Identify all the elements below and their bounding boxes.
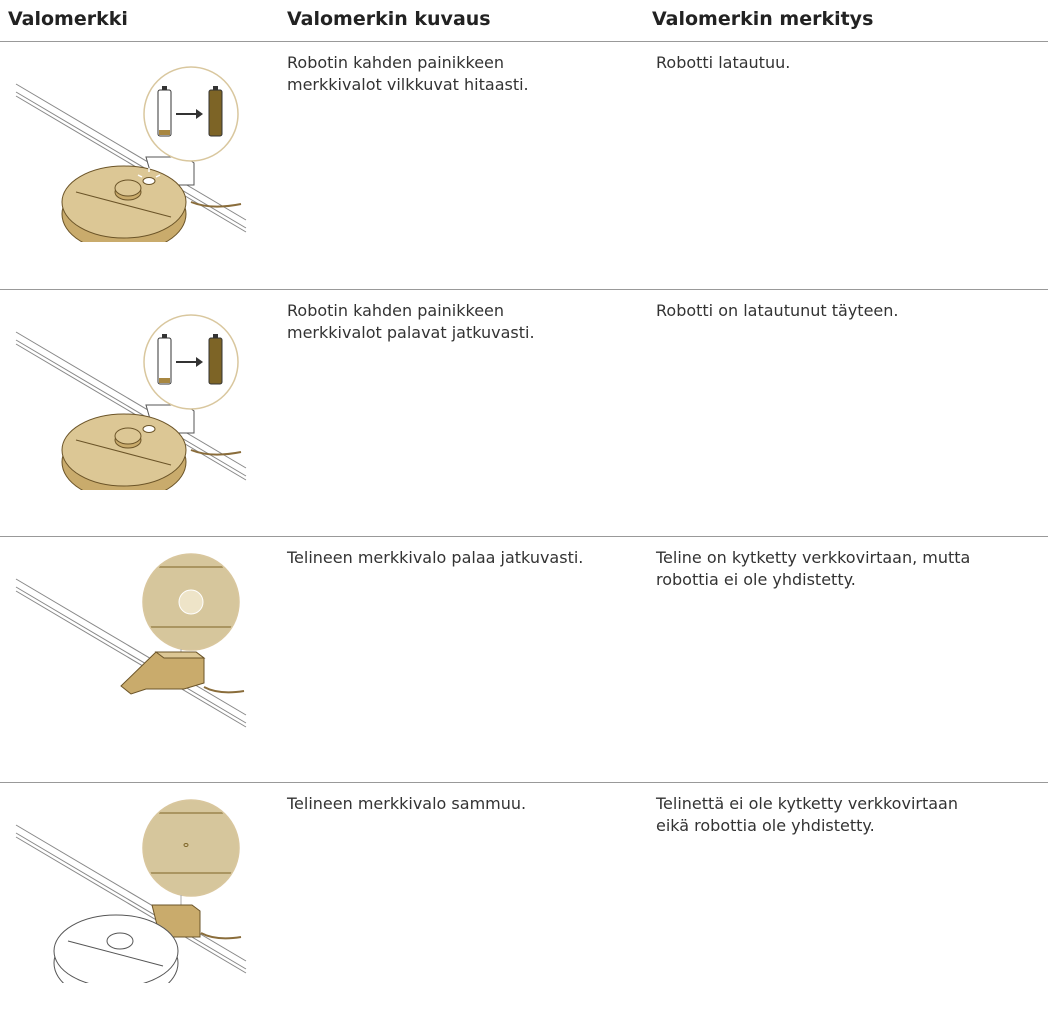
illustration [15,783,251,983]
description: Telineen merkkivalo palaa jatkuvasti. [287,547,583,569]
row-rule [0,782,1048,783]
meaning: Robotti latautuu. [656,52,790,74]
description: Robotin kahden painikkeen merkkivalot pa… [287,300,535,344]
column-header: Valomerkki [8,8,128,30]
text-line: Robotin kahden painikkeen [287,301,505,320]
text-line: merkkivalot vilkkuvat hitaasti. [287,75,529,94]
text-line: Telineen merkkivalo sammuu. [287,794,527,813]
illustration [15,66,247,242]
illustration [15,314,247,490]
column-header: Valomerkin kuvaus [287,8,491,30]
text-line: Robotti on latautunut täyteen. [656,301,899,320]
text-line: Telinettä ei ole kytketty verkkovirtaan [656,794,958,813]
text-line: Teline on kytketty verkkovirtaan, mutta [656,548,971,567]
row-rule [0,536,1048,537]
text-line: Telineen merkkivalo palaa jatkuvasti. [287,548,584,567]
table-row: Telineen merkkivalo palaa jatkuvasti. Te… [0,537,1048,782]
meaning: Telinettä ei ole kytketty verkkovirtaan … [656,793,958,837]
description: Telineen merkkivalo sammuu. [287,793,526,815]
table-row: Telineen merkkivalo sammuu. Telinettä ei… [0,783,1048,1025]
text-line: merkkivalot palavat jatkuvasti. [287,323,535,342]
text-line: Robotti latautuu. [656,53,791,72]
column-header: Valomerkin merkitys [652,8,874,30]
meaning: Robotti on latautunut täyteen. [656,300,898,322]
table-row: Robotin kahden painikkeen merkkivalot pa… [0,290,1048,536]
row-rule [0,289,1048,290]
meaning: Teline on kytketty verkkovirtaan, mutta … [656,547,970,591]
illustration [15,537,251,728]
description: Robotin kahden painikkeen merkkivalot vi… [287,52,529,96]
text-line: Robotin kahden painikkeen [287,53,505,72]
text-line: eikä robottia ole yhdistetty. [656,816,875,835]
table-row: Robotin kahden painikkeen merkkivalot vi… [0,42,1048,289]
text-line: robottia ei ole yhdistetty. [656,570,856,589]
header-rule [0,41,1048,42]
